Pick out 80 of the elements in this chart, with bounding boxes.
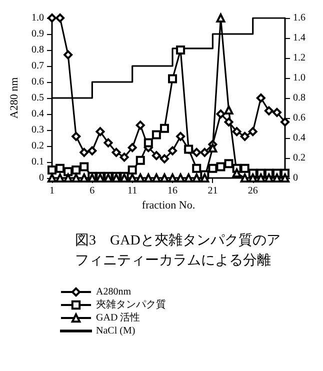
y-tick-label: 0.6 <box>32 76 44 88</box>
y-tick-label: 0.8 <box>32 44 44 56</box>
point <box>256 94 266 102</box>
point <box>88 146 97 156</box>
legend-label: NaCl (M) <box>96 326 136 336</box>
point <box>264 106 274 116</box>
x-axis-title: fraction No. <box>142 200 196 212</box>
y2-tick-label: 0.6 <box>293 112 306 124</box>
point <box>192 164 202 173</box>
point <box>136 120 145 130</box>
point <box>152 151 161 160</box>
legend-label: GAD 活性 <box>96 312 140 324</box>
point <box>208 144 218 152</box>
point <box>128 143 137 152</box>
y-tick-label: 1.0 <box>32 12 44 24</box>
x-tick-label: 11 <box>128 186 138 196</box>
point <box>216 162 226 172</box>
point <box>56 164 65 173</box>
point <box>80 162 89 172</box>
y-tick-label: 0.7 <box>32 60 44 72</box>
y-tick-label: 0.1 <box>32 156 44 168</box>
point <box>248 127 258 136</box>
point <box>160 124 169 133</box>
legend-label: A280nm <box>96 286 132 298</box>
x-tick-label: 6 <box>90 186 95 196</box>
y-tick-label: 0.9 <box>32 28 44 40</box>
point <box>72 166 81 174</box>
point <box>216 110 226 118</box>
y2-tick-label: 1.4 <box>293 32 306 44</box>
point <box>240 164 250 173</box>
point <box>168 74 178 84</box>
point <box>168 146 178 156</box>
point <box>96 127 105 136</box>
point <box>232 127 242 136</box>
point <box>224 106 234 114</box>
x-tick-label: 1 <box>50 186 54 196</box>
point <box>200 148 210 157</box>
y2-tick-label: 0 <box>293 172 298 184</box>
y-tick-label: 0 <box>39 172 44 184</box>
point <box>240 174 250 182</box>
point <box>64 50 73 60</box>
point <box>224 118 234 126</box>
point <box>208 164 218 173</box>
y-tick-label: 0.2 <box>32 140 44 152</box>
point <box>56 14 65 22</box>
y2-tick-label: 1.6 <box>293 12 306 24</box>
point <box>224 159 234 168</box>
point <box>112 148 121 157</box>
y2-tick-label: 0.4 <box>293 132 306 144</box>
y-tick-label: 0.4 <box>32 108 44 120</box>
point <box>48 166 56 174</box>
point <box>144 138 153 148</box>
point <box>192 148 202 157</box>
y-tick-label: 0.3 <box>32 124 44 136</box>
y2-tick-label: 1.0 <box>293 72 306 84</box>
x-tick-label: 26 <box>248 186 258 196</box>
y2-tick-label: 0.2 <box>293 152 306 164</box>
point <box>152 130 161 140</box>
x-tick-label: 21 <box>208 186 218 196</box>
point <box>176 132 186 141</box>
point <box>136 156 145 165</box>
point <box>80 148 89 157</box>
point <box>240 132 250 141</box>
text: 図3 GADと夾雑タンパク質のアフィニティーカラムによる分離 <box>75 232 280 268</box>
legend-label: 夾雑タンパク質 <box>96 298 166 310</box>
y2-tick-label: 0.8 <box>293 92 306 104</box>
point <box>160 154 169 164</box>
point <box>72 132 81 141</box>
point <box>280 118 290 126</box>
y-axis-title: A280 nm <box>8 76 20 119</box>
point <box>128 166 137 174</box>
point <box>192 174 202 182</box>
y-tick-label: 0.5 <box>32 92 44 104</box>
point <box>120 152 129 162</box>
point <box>272 108 282 117</box>
y2-tick-label: 1.2 <box>293 52 306 64</box>
point <box>56 174 65 182</box>
point <box>176 46 186 54</box>
point <box>104 138 113 148</box>
x-tick-label: 16 <box>168 186 178 196</box>
